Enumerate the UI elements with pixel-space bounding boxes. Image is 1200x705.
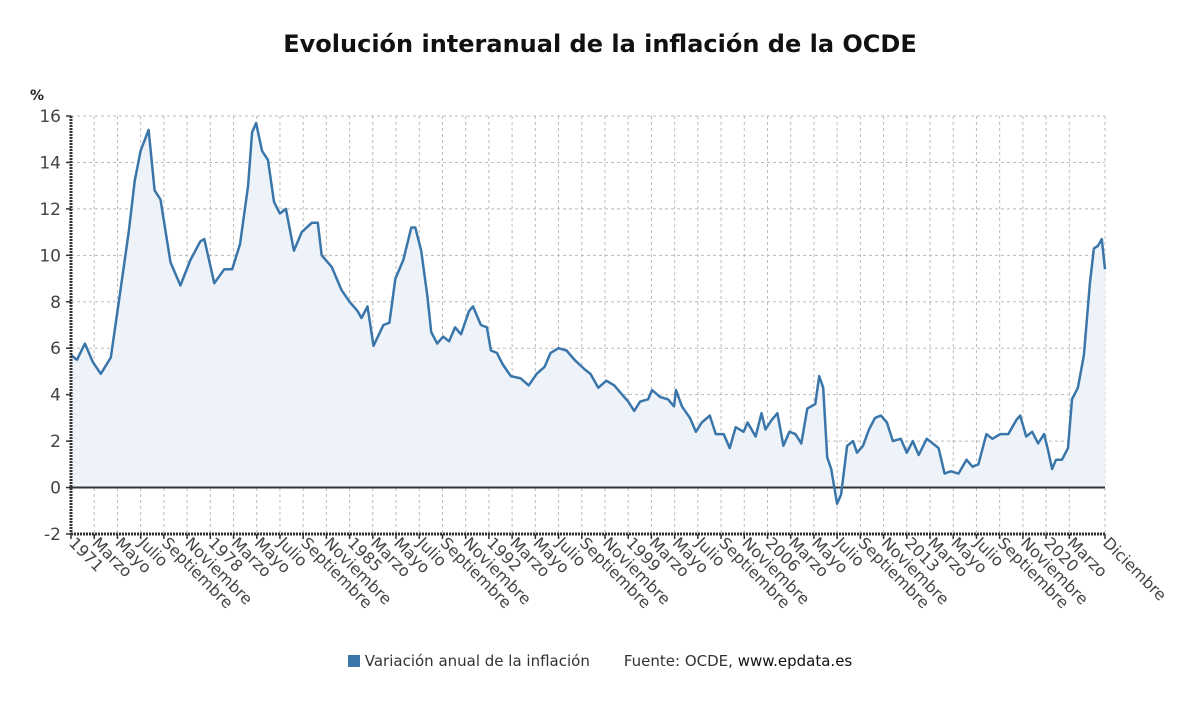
y-tick-label: -2 [44,525,61,545]
y-tick-label: 10 [39,246,61,266]
y-tick-label: 0 [50,479,61,499]
y-tick-label: 4 [50,386,61,406]
chart-title: Evolución interanual de la inflación de … [283,30,917,58]
legend: Variación anual de la inflación Fuente: O… [0,652,1200,670]
series-line [70,121,1107,506]
legend-swatch [347,655,360,667]
series-area-fill [71,123,1105,504]
y-tick-label: 14 [39,153,61,173]
y-tick-label: 2 [50,432,61,452]
source-website: www.epdata.es [737,652,853,670]
y-tick-label: 16 [39,107,61,127]
axes [69,116,1105,536]
y-tick-label: 8 [50,293,61,313]
x-axis-ticks: 1971MarzoMayoJulioSeptiembreNoviembre197… [65,533,1170,613]
source-label: Fuente: OCDE, [623,652,733,670]
y-axis-unit-label: % [30,88,44,104]
y-tick-label: 12 [39,200,61,220]
y-tick-label: 6 [50,339,61,359]
x-tick-label: Diciembre [1099,533,1170,604]
y-axis-ticks: -2 0 2 4 6 8 10 12 14 16 [39,107,71,545]
legend-label[interactable]: Variación anual de la inflación [364,652,590,670]
